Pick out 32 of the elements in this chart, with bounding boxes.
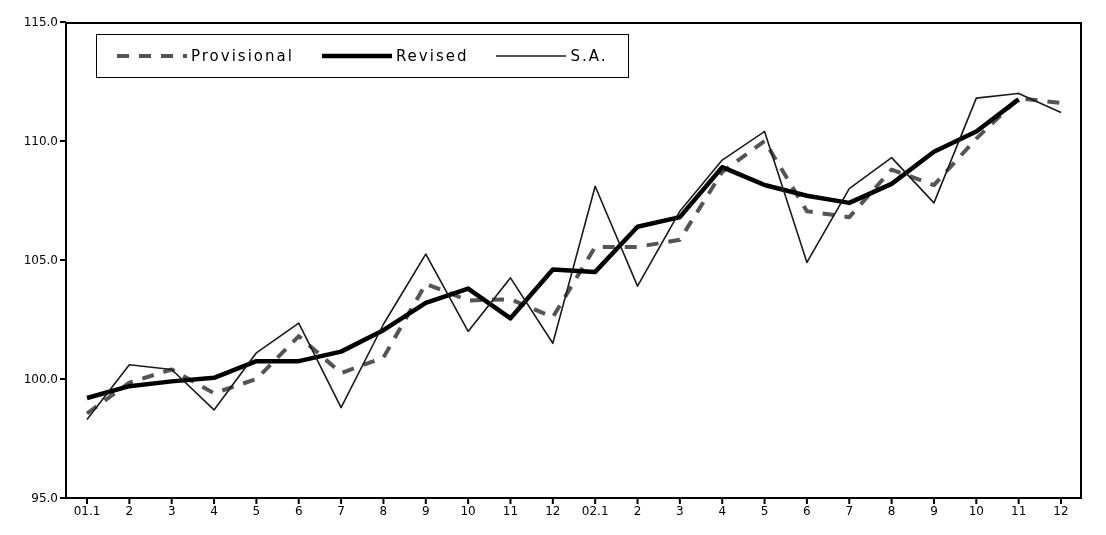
x-tick-label: 12 [545,503,561,518]
x-tick-label: 7 [845,503,854,518]
x-tick-label: 9 [930,503,938,518]
y-tick-label: 100.0 [23,372,58,387]
x-tick-label: 12 [1053,503,1069,518]
y-tick-label: 105.0 [23,253,58,268]
x-tick-label: 7 [337,503,345,518]
x-tick-label: 9 [421,503,430,518]
y-tick-label: 95.0 [31,491,58,506]
x-tick-label: 8 [379,503,388,518]
legend-label: S.A. [570,47,608,65]
x-tick-label: 6 [294,503,303,518]
x-tick-label: 11 [502,503,519,518]
x-tick-label: 11 [1011,503,1027,518]
x-tick-label: 02.1 [581,503,609,518]
x-tick-label: 10 [968,503,984,518]
x-tick-label: 4 [210,503,218,518]
x-tick-label: 10 [460,503,476,518]
legend-label: Provisional [191,47,294,65]
x-tick-label: 3 [167,503,176,518]
x-tick-label: 2 [633,503,642,518]
x-tick-label: 5 [252,503,261,518]
y-tick-label: 110.0 [23,134,58,149]
x-tick-label: 2 [125,503,134,518]
x-tick-label: 01.1 [73,503,101,518]
x-tick-label: 4 [718,503,727,518]
x-tick-label: 5 [760,503,769,518]
x-tick-label: 8 [887,503,896,518]
x-tick-label: 3 [676,503,684,518]
x-tick-label: 6 [803,503,811,518]
y-tick-label: 115.0 [23,15,58,30]
legend-label: Revised [395,47,469,65]
